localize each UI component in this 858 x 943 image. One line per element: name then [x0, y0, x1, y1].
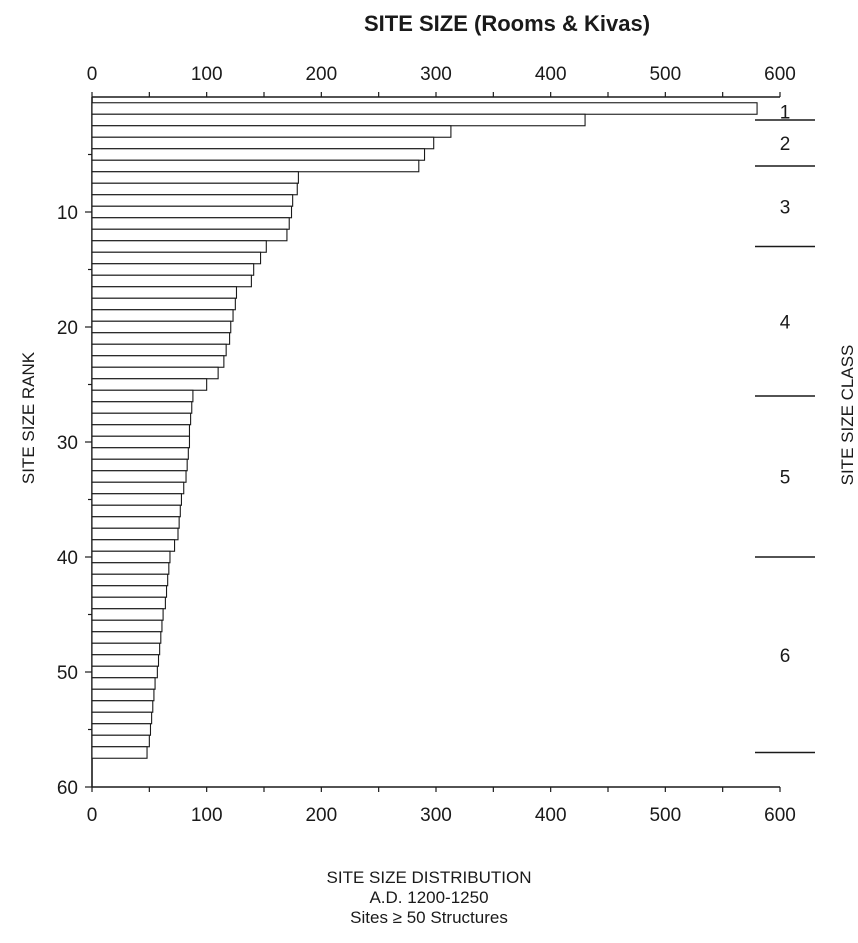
bars [91, 102, 758, 759]
top-tick-label: 100 [191, 64, 223, 85]
class-label: 3 [780, 197, 791, 218]
bar [91, 447, 189, 460]
bar [91, 320, 232, 334]
bottom-tick-label: 500 [649, 805, 681, 826]
bar [91, 401, 193, 414]
bar [91, 263, 255, 276]
class-label: 1 [780, 102, 791, 123]
bar [91, 677, 156, 690]
bar [91, 550, 171, 564]
left-tick-label: 60 [57, 778, 78, 799]
class-label: 4 [780, 312, 791, 333]
bar [91, 424, 191, 437]
bar [91, 516, 180, 529]
bar [91, 723, 152, 736]
bar [91, 435, 191, 449]
bar [91, 470, 187, 483]
bar [91, 113, 586, 127]
bar [91, 711, 153, 725]
left-tick-label: 50 [57, 663, 78, 684]
bottom-tick-label: 600 [764, 805, 796, 826]
left-tick-label: 20 [57, 318, 78, 339]
bar [91, 378, 208, 391]
bottom-tick-label: 0 [87, 805, 98, 826]
bar [91, 412, 192, 426]
bar [91, 355, 225, 368]
bar [91, 631, 162, 644]
top-tick-label: 600 [764, 64, 796, 85]
caption-line-2: A.D. 1200-1250 [369, 888, 489, 907]
bar [91, 159, 420, 173]
bar [91, 297, 236, 311]
bottom-axis: 0 100 200 300 400 500 600 [87, 787, 796, 826]
bar [91, 562, 170, 575]
figure-caption: SITE SIZE DISTRIBUTION A.D. 1200-1250 Si… [0, 868, 858, 928]
bar [91, 481, 185, 495]
top-tick-label: 0 [87, 64, 98, 85]
left-tick-label: 30 [57, 433, 78, 454]
bar [91, 458, 188, 472]
bar [91, 182, 298, 196]
bar [91, 665, 158, 679]
caption-line-1: SITE SIZE DISTRIBUTION [326, 868, 532, 887]
bar [91, 619, 163, 633]
bar [91, 125, 452, 138]
bar [91, 309, 234, 322]
top-tick-label: 500 [649, 64, 681, 85]
bar [91, 217, 290, 230]
left-axis: 10 20 30 40 50 60 [57, 153, 92, 799]
bar [91, 700, 154, 713]
bar [91, 171, 299, 184]
bar [91, 654, 160, 667]
bar [91, 688, 155, 702]
class-label: 5 [780, 468, 791, 489]
bar [91, 194, 294, 207]
bar [91, 734, 150, 748]
right-axis-label: SITE SIZE CLASS [838, 345, 857, 486]
bar [91, 102, 758, 115]
top-tick-label: 300 [420, 64, 452, 85]
bar [91, 389, 194, 403]
class-label: 6 [780, 646, 791, 667]
bar [91, 596, 166, 610]
bar [91, 539, 176, 552]
bar [91, 148, 426, 161]
bar [91, 493, 182, 506]
top-tick-label: 200 [305, 64, 337, 85]
caption-line-3: Sites ≥ 50 Structures [350, 908, 508, 927]
bar [91, 136, 435, 150]
bottom-tick-label: 300 [420, 805, 452, 826]
bar [91, 240, 267, 253]
size-classes: 1 2 3 4 5 6 [755, 102, 815, 754]
bar [91, 585, 168, 598]
bar [91, 366, 219, 380]
top-axis: 0 100 200 300 400 500 600 [87, 64, 796, 97]
chart-title: SITE SIZE (Rooms & Kivas) [364, 11, 650, 36]
top-tick-label: 400 [535, 64, 567, 85]
bar [91, 286, 238, 299]
bar [91, 274, 252, 288]
y-axis-label: SITE SIZE RANK [19, 351, 38, 484]
left-tick-label: 10 [57, 203, 78, 224]
bottom-tick-label: 100 [191, 805, 223, 826]
bar [91, 746, 148, 759]
bar [91, 228, 288, 242]
bottom-tick-label: 400 [535, 805, 567, 826]
bar [91, 573, 169, 587]
bar [91, 251, 262, 265]
bar [91, 527, 179, 541]
bar [91, 343, 227, 357]
bar [91, 205, 293, 219]
bar [91, 332, 231, 345]
bar [91, 608, 164, 621]
bar [91, 504, 181, 518]
bar [91, 642, 161, 656]
class-label: 2 [780, 134, 791, 155]
left-tick-label: 40 [57, 548, 78, 569]
bottom-tick-label: 200 [305, 805, 337, 826]
